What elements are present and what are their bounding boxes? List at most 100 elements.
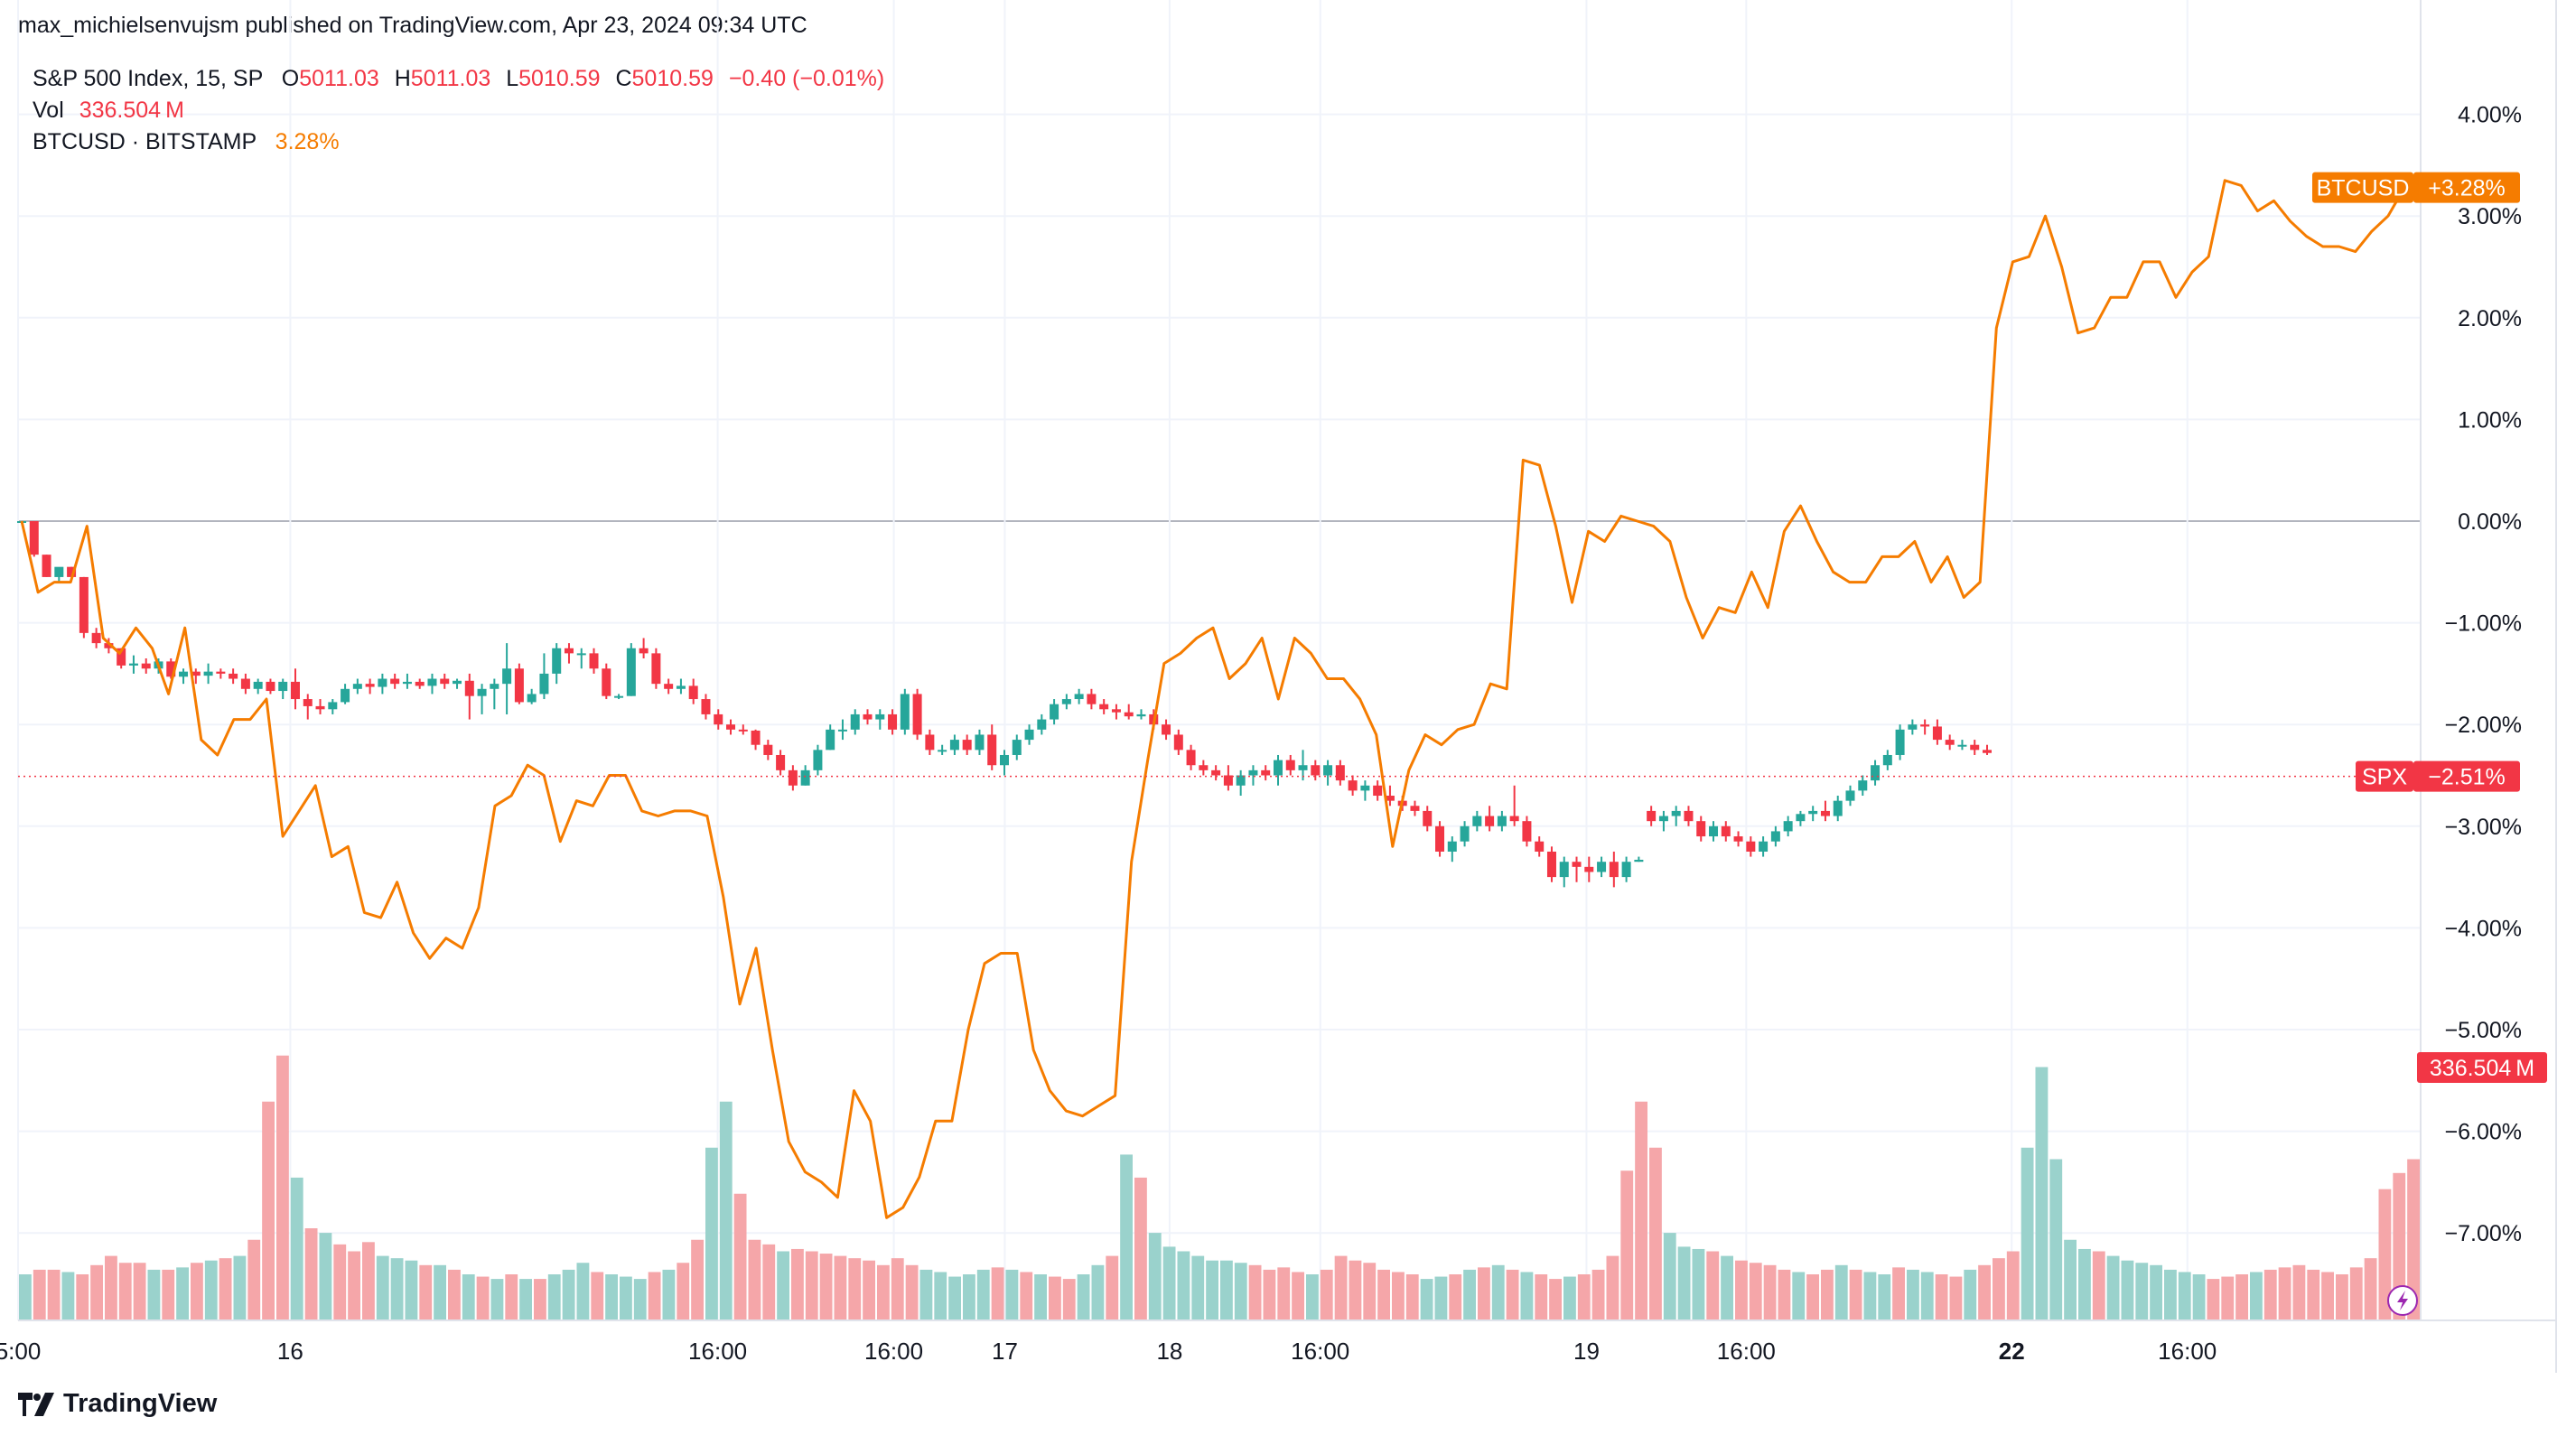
spx-candle-body: [1223, 775, 1233, 786]
spx-candle-body: [1932, 726, 1942, 741]
tradingview-logo-text: TradingView: [63, 1389, 218, 1418]
spx-candle-body: [502, 668, 512, 685]
spx-candle-body: [738, 729, 748, 732]
spx-candle-body: [1820, 810, 1830, 816]
spx-candle-body: [1211, 769, 1221, 776]
volume-bar: [648, 1272, 661, 1320]
spx-candle-body: [576, 653, 586, 656]
volume-bar: [963, 1274, 975, 1320]
volume-bar: [1620, 1170, 1634, 1320]
volume-bar: [1120, 1154, 1133, 1320]
volume-bar: [2407, 1159, 2420, 1320]
y-tick-label: 0.00%: [2458, 509, 2522, 535]
spx-candle-body: [179, 671, 189, 677]
volume-bar: [863, 1260, 875, 1320]
legend-vol-label[interactable]: Vol: [33, 98, 64, 123]
spx-candle-body: [1920, 724, 1930, 727]
spx-candle-body: [788, 769, 798, 786]
volume-bar: [2235, 1274, 2248, 1320]
spx-candle-body: [539, 673, 549, 695]
spx-candle-body: [1709, 825, 1719, 837]
vol-value-tag: 336.504 M: [2430, 1056, 2534, 1081]
volume-bar: [1935, 1274, 1948, 1320]
spx-candle-body: [1833, 800, 1843, 816]
tradingview-logo[interactable]: TradingView: [18, 1389, 217, 1419]
volume-bar: [1434, 1276, 1448, 1320]
volume-bar: [1292, 1272, 1304, 1320]
volume-bar: [2263, 1269, 2277, 1320]
spx-candle-body: [352, 684, 362, 689]
spx-candle-body: [1248, 769, 1258, 776]
volume-bar: [333, 1244, 347, 1320]
volume-bar: [2135, 1263, 2149, 1320]
volume-bar: [762, 1244, 776, 1320]
legend-symbol[interactable]: S&P 500 Index, 15, SP: [33, 66, 263, 91]
volume-bar: [162, 1269, 175, 1320]
spx-candle-body: [1298, 765, 1308, 770]
spx-candle-body: [1472, 816, 1482, 826]
spx-candle-body: [1908, 724, 1918, 730]
grid: [17, 0, 2421, 1320]
legend: S&P 500 Index, 15, SP O5011.03 H5011.03 …: [33, 63, 884, 158]
y-tick-label: −7.00%: [2445, 1221, 2523, 1246]
legend-ohlc-row: S&P 500 Index, 15, SP O5011.03 H5011.03 …: [33, 63, 884, 95]
spx-candle-body: [1460, 825, 1470, 842]
volume-bar: [1277, 1267, 1291, 1320]
volume-bar: [1420, 1279, 1433, 1320]
legend-high-value: 5011.03: [410, 66, 491, 91]
volume-bar: [1907, 1269, 1919, 1320]
btc-symbol-tag: BTCUSD: [2317, 176, 2410, 201]
spx-candle-body: [1074, 694, 1084, 700]
spx-candle-body: [1783, 821, 1793, 832]
volume-bar: [591, 1272, 604, 1320]
volume-bar: [2064, 1239, 2077, 1320]
spx-candle-body: [1671, 810, 1681, 816]
spx-candle-body: [776, 754, 786, 770]
volume-bar: [1463, 1269, 1476, 1320]
volume-bar: [2006, 1251, 2020, 1320]
volume-bar: [976, 1269, 990, 1320]
volume-bar: [919, 1269, 933, 1320]
spx-candle-body: [390, 678, 400, 685]
spx-candle-body: [1012, 740, 1022, 755]
spx-candle-body: [1410, 806, 1420, 811]
volume-bar: [490, 1279, 504, 1320]
volume-bar: [2207, 1279, 2220, 1320]
volume-bar: [448, 1269, 461, 1320]
legend-compare-symbol[interactable]: BTCUSD · BITSTAMP: [33, 129, 257, 154]
volume-bar: [2221, 1276, 2235, 1320]
spx-candle-body: [1770, 831, 1780, 842]
spx-candle-body: [1236, 775, 1246, 786]
spx-candle-body: [949, 740, 959, 751]
btc-line: [20, 179, 2406, 1219]
x-tick-label: 16: [277, 1338, 303, 1365]
spx-candle-body: [278, 681, 288, 692]
volume-bar: [1034, 1274, 1047, 1320]
spx-candle-body: [1037, 719, 1047, 730]
spx-candle-body: [266, 681, 275, 692]
x-tick-label: 5:00: [0, 1338, 41, 1365]
spx-candle-body: [1485, 816, 1495, 826]
volume-bar: [805, 1251, 818, 1320]
spx-candle-body: [1546, 851, 1556, 878]
spx-candle-body: [1522, 821, 1532, 842]
volume-bar: [219, 1258, 232, 1320]
volume-bar: [33, 1269, 46, 1320]
spx-candle-body: [1024, 729, 1034, 741]
spx-candle-body: [29, 521, 39, 555]
spx-candle-body: [1261, 769, 1271, 776]
x-tick-label: 16:00: [2158, 1338, 2217, 1365]
volume-bar: [2035, 1067, 2049, 1320]
volume-bar: [476, 1276, 490, 1320]
spx-candle-body: [54, 566, 64, 577]
spx-candle-body: [1658, 816, 1668, 822]
spx-candle-body: [639, 648, 649, 654]
x-tick-label: 16:00: [688, 1338, 747, 1365]
volume-bar: [1563, 1276, 1576, 1320]
volume-bar: [2349, 1267, 2363, 1320]
spx-candle-body: [440, 678, 450, 685]
volume-bar: [434, 1264, 446, 1320]
spx-candle-body: [1871, 765, 1881, 781]
spx-candle-body: [315, 705, 325, 710]
